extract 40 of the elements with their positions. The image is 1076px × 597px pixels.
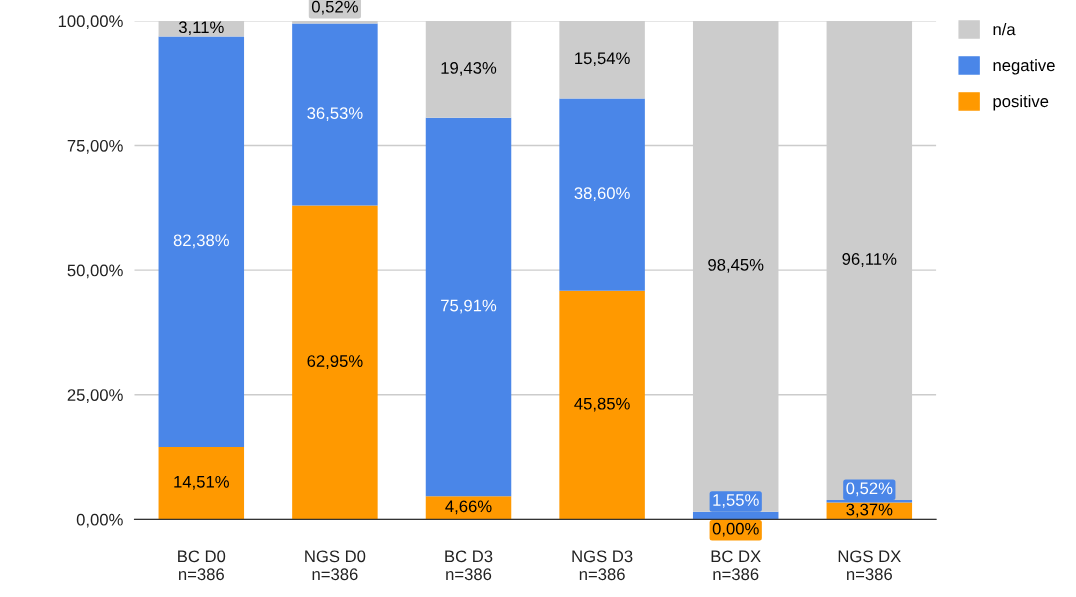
bar xyxy=(292,23,378,206)
bar xyxy=(158,447,245,520)
data-label: 36,53% xyxy=(307,107,363,121)
data-label: 0,00% xyxy=(712,522,759,537)
x-tick-label: NGS DX n=386 xyxy=(838,550,901,581)
legend-label: negative xyxy=(993,58,1055,75)
data-label: 0,52% xyxy=(311,0,358,15)
bar xyxy=(158,36,245,448)
y-tick-label: 50,00% xyxy=(67,264,123,279)
data-label: 0,52% xyxy=(846,482,893,497)
x-tick-label: BC D0 n=386 xyxy=(178,550,226,581)
y-tick-label: 75,00% xyxy=(67,139,123,154)
data-label: 38,60% xyxy=(574,187,630,202)
bar xyxy=(559,98,645,291)
data-label: 96,11% xyxy=(842,253,897,267)
data-label: 3,37% xyxy=(846,503,893,518)
data-label: 19,43% xyxy=(441,62,497,76)
y-tick-label: 25,00% xyxy=(67,389,123,403)
y-tick-label: 100,00% xyxy=(58,15,123,30)
data-label: 45,85% xyxy=(574,397,630,412)
legend-label: n/a xyxy=(993,23,1016,36)
data-label: 1,55% xyxy=(713,494,759,508)
y-tick-label: 0,00% xyxy=(76,513,123,528)
data-label: 62,95% xyxy=(307,355,363,369)
bar xyxy=(559,290,645,520)
bar xyxy=(292,205,378,520)
data-label: 98,45% xyxy=(708,258,764,273)
data-label: 14,51% xyxy=(174,475,229,490)
bar xyxy=(425,117,512,497)
data-label: 82,38% xyxy=(173,234,229,249)
x-tick-label: NGS D0 n=386 xyxy=(305,550,366,581)
x-tick-label: BC D3 n=386 xyxy=(445,550,493,581)
data-label: 3,11% xyxy=(178,21,224,36)
x-tick-label: NGS D3 n=386 xyxy=(572,550,633,581)
data-label: 75,91% xyxy=(441,299,497,314)
bar xyxy=(425,496,512,520)
legend-label: positive xyxy=(993,94,1049,111)
x-tick-label: BC DX n=386 xyxy=(711,550,761,581)
data-label: 15,54% xyxy=(575,52,630,67)
data-label: 4,66% xyxy=(445,500,492,515)
